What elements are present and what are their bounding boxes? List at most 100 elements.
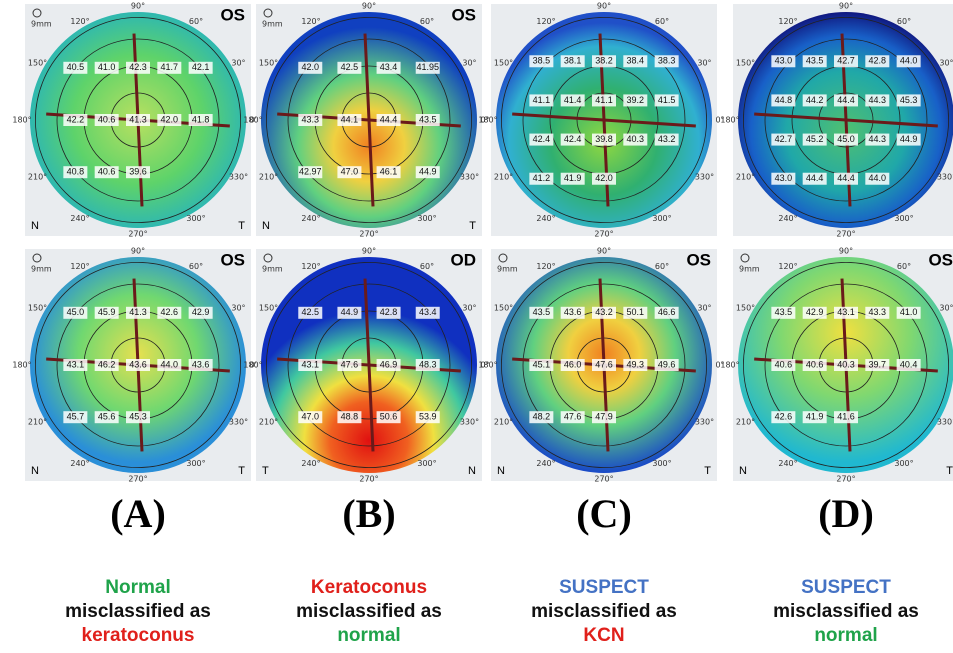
angle-label: 300° [186, 214, 205, 223]
corner-label: T [704, 465, 711, 477]
reading: 44.0 [161, 359, 179, 369]
caption-middle: misclassified as [531, 601, 677, 622]
reading: 43.4 [380, 62, 398, 72]
angle-label: 210° [736, 418, 755, 427]
figure: 0°30°60°90°120°150°180°210°240°270°300°3… [0, 0, 953, 653]
corner-label: T [262, 465, 269, 477]
reading: 45.9 [98, 307, 116, 317]
reading: 41.95 [416, 62, 439, 72]
reading: 43.5 [806, 56, 824, 66]
angle-label: 120° [536, 262, 555, 271]
angle-label: 210° [736, 173, 755, 182]
reading: 42.0 [595, 173, 613, 183]
reading: 41.0 [900, 307, 918, 317]
reading: 50.6 [380, 412, 398, 422]
reading: 49.3 [627, 359, 645, 369]
angle-label: 300° [417, 459, 436, 468]
angle-label: 330° [695, 173, 714, 182]
reading: 44.2 [806, 95, 824, 105]
reading: 44.3 [869, 134, 887, 144]
caption-predicted: keratoconus [82, 625, 195, 646]
angle-label: 90° [362, 2, 376, 11]
caption-middle: misclassified as [296, 601, 442, 622]
angle-label: 90° [597, 2, 611, 11]
reading: 44.4 [837, 95, 855, 105]
reading: 44.4 [837, 173, 855, 183]
angle-label: 210° [28, 173, 47, 182]
reading: 44.9 [900, 134, 918, 144]
angle-label: 300° [417, 214, 436, 223]
angle-label: 150° [494, 304, 513, 313]
angle-label: 180° [243, 361, 262, 370]
angle-label: 120° [778, 17, 797, 26]
caption-status: Keratoconus [311, 577, 427, 598]
map-scale: 9mm [262, 265, 283, 274]
reading: 42.4 [564, 134, 582, 144]
reading: 42.6 [775, 412, 793, 422]
reading: 43.3 [302, 114, 320, 124]
angle-label: 330° [937, 418, 953, 427]
angle-label: 30° [462, 304, 476, 313]
angle-label: 90° [839, 2, 853, 11]
corner-label: N [262, 220, 270, 232]
reading: 45.3 [129, 412, 147, 422]
reading: 45.2 [806, 134, 824, 144]
reading: 43.5 [775, 307, 793, 317]
angle-label: 60° [420, 262, 434, 271]
angle-label: 270° [836, 475, 855, 484]
corner-label: N [497, 465, 505, 477]
reading: 42.6 [161, 307, 179, 317]
corner-label: N [31, 220, 39, 232]
eye-label: OS [220, 5, 245, 24]
reading: 41.3 [129, 114, 147, 124]
angle-label: 330° [460, 418, 479, 427]
angle-label: 150° [259, 304, 278, 313]
angle-label: 300° [894, 214, 913, 223]
reading: 53.9 [419, 412, 437, 422]
reading: 39.6 [129, 167, 147, 177]
angle-label: 240° [301, 214, 320, 223]
angle-label: 30° [697, 59, 711, 68]
reading: 42.97 [299, 167, 322, 177]
angle-label: 180° [12, 116, 31, 125]
reading: 42.5 [341, 62, 359, 72]
angle-label: 330° [229, 418, 248, 427]
reading: 46.6 [658, 307, 676, 317]
reading: 40.8 [67, 167, 85, 177]
angle-label: 180° [478, 116, 497, 125]
angle-label: 330° [460, 173, 479, 182]
panel-label: (A) [110, 491, 166, 536]
reading: 38.5 [533, 56, 551, 66]
reading: 43.3 [869, 307, 887, 317]
reading: 42.8 [380, 307, 398, 317]
angle-label: 30° [231, 304, 245, 313]
reading: 42.3 [129, 62, 147, 72]
reading: 45.6 [98, 412, 116, 422]
reading: 41.1 [595, 95, 613, 105]
reading: 47.6 [341, 359, 359, 369]
angle-label: 120° [778, 262, 797, 271]
angle-label: 180° [720, 116, 739, 125]
angle-label: 30° [462, 59, 476, 68]
angle-label: 120° [70, 262, 89, 271]
reading: 41.0 [98, 62, 116, 72]
reading: 42.7 [837, 56, 855, 66]
corner-label: T [946, 465, 953, 477]
angle-label: 240° [778, 214, 797, 223]
angle-label: 210° [28, 418, 47, 427]
angle-label: 330° [229, 173, 248, 182]
eye-label: OS [928, 250, 953, 269]
panel-label: (D) [818, 491, 874, 536]
eye-label: OS [451, 5, 476, 24]
angle-label: 150° [736, 59, 755, 68]
corner-label: N [31, 465, 39, 477]
caption-predicted: normal [814, 625, 877, 646]
reading: 41.3 [129, 307, 147, 317]
reading: 41.8 [192, 114, 210, 124]
reading: 49.6 [658, 359, 676, 369]
reading: 46.1 [380, 167, 398, 177]
caption-middle: misclassified as [65, 601, 211, 622]
map-scale: 9mm [739, 265, 760, 274]
angle-label: 90° [597, 247, 611, 256]
reading: 43.0 [775, 56, 793, 66]
